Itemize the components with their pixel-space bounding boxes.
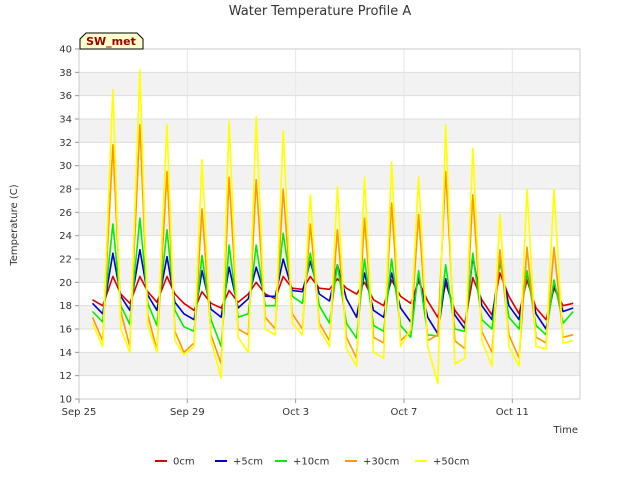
y-tick-label: 12 [59, 371, 72, 382]
legend-label: +30cm [363, 457, 399, 468]
y-tick-label: 32 [59, 138, 72, 149]
y-axis-title: Temperature (C) [9, 184, 20, 266]
series-line-50cm [91, 69, 574, 385]
y-tick-label: 28 [59, 185, 72, 196]
y-tick-label: 40 [59, 45, 72, 56]
plot-band [79, 119, 580, 143]
y-tick-label: 10 [59, 395, 72, 406]
y-tick-label: 36 [59, 91, 72, 102]
legend-label: +10cm [293, 457, 329, 468]
y-tick-label: 18 [59, 301, 72, 312]
plot-band [79, 72, 580, 96]
legend-label: +50cm [433, 457, 469, 468]
series-lines [91, 69, 574, 385]
site-tag: SW_met [79, 32, 144, 50]
plot-area [79, 49, 580, 399]
plot-band [79, 212, 580, 236]
plot-band [79, 352, 580, 376]
y-tick-label: 30 [59, 161, 72, 172]
plot-frame [78, 48, 581, 400]
y-tick-label: 14 [59, 348, 72, 359]
y-tick-label: 20 [59, 278, 72, 289]
axes: 10 12 14 16 18 20 22 24 26 28 30 32 34 36 38 40 Sep 25 Se… [59, 45, 581, 418]
y-tick-label: 38 [59, 68, 72, 79]
y-tick-label: 26 [59, 208, 72, 219]
x-tick-label: Sep 25 [62, 407, 97, 418]
y-tick-label: 34 [59, 115, 72, 126]
legend-label: 0cm [173, 457, 195, 468]
x-tick-label: Oct 3 [282, 407, 309, 418]
y-tick-label: 24 [59, 231, 72, 242]
chart-title: Water Temperature Profile A [229, 4, 412, 19]
x-tick-label: Sep 29 [170, 407, 205, 418]
legend-label: +5cm [233, 457, 263, 468]
y-tick-label: 22 [59, 255, 72, 266]
legend: 0cm +5cm +10cm +30cm +50cm [155, 457, 469, 468]
site-tag-box [79, 32, 144, 50]
site-tag-label: SW_met [86, 35, 136, 48]
x-tick-label: Oct 11 [496, 407, 529, 418]
x-tick-label: Oct 7 [391, 407, 418, 418]
plot-band [79, 165, 580, 189]
x-axis-title: Time [553, 425, 578, 436]
y-tick-label: 16 [59, 325, 72, 336]
